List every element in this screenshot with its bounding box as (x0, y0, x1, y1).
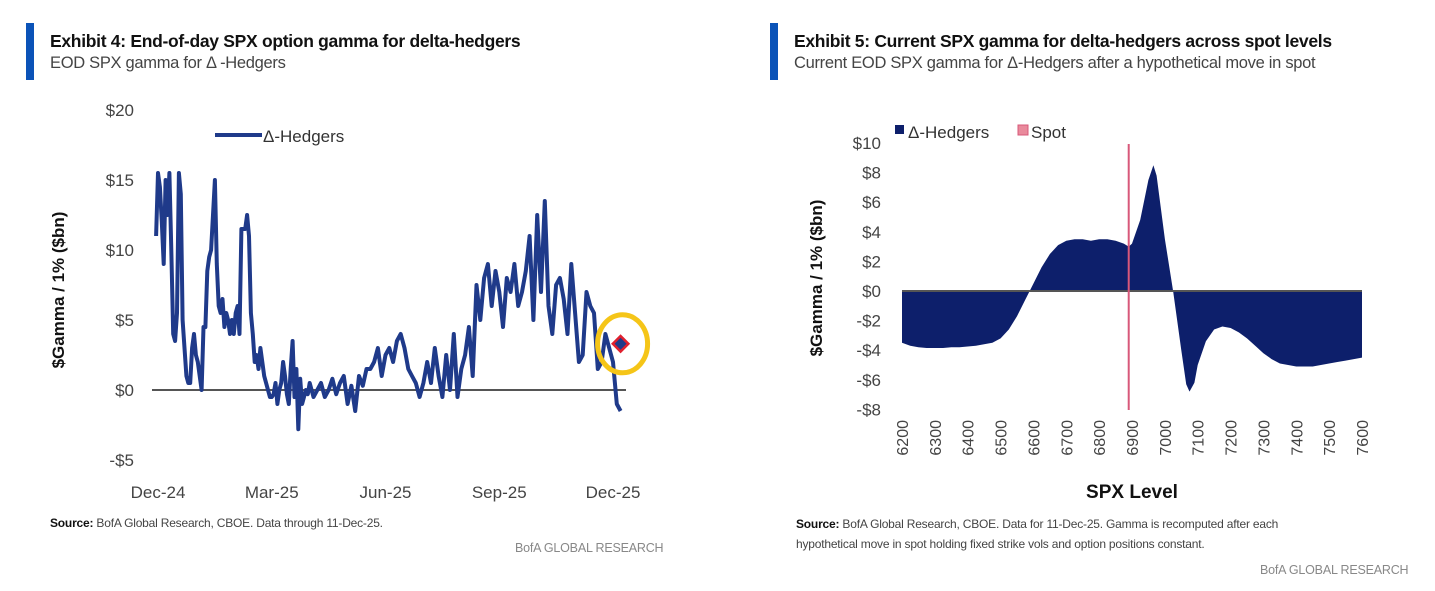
y-tick-label: -$8 (856, 400, 881, 419)
x-tick-label: 7500 (1322, 420, 1339, 456)
legend-label-delta-hedgers: Δ-Hedgers (263, 127, 344, 146)
legend-swatch-delta-hedgers (895, 125, 904, 134)
exhibit-4-title: Exhibit 4: End-of-day SPX option gamma f… (50, 31, 521, 51)
legend: Δ-Hedgers (215, 127, 344, 146)
x-tick-label: 6300 (928, 420, 945, 456)
legend-label-delta-hedgers: Δ-Hedgers (908, 123, 989, 142)
x-tick-label: 6900 (1125, 420, 1142, 456)
x-tick-label: Dec-25 (586, 483, 641, 502)
x-tick-label: 6500 (994, 420, 1011, 456)
y-tick-label: $2 (862, 252, 881, 271)
x-axis-title: SPX Level (1086, 482, 1178, 503)
x-tick-label: 6200 (895, 420, 912, 456)
y-tick-label: $4 (862, 223, 881, 242)
exhibit-5-brand: BofA GLOBAL RESEARCH (1260, 563, 1409, 577)
area-delta-hedgers (902, 165, 1362, 392)
latest-value-marker (611, 334, 631, 354)
y-tick-label: $0 (115, 381, 134, 400)
x-tick-label: 7000 (1158, 420, 1175, 456)
exhibit-4-chart: $Gamma / 1% ($bn) $20 $15 $10 $5 $0 -$5 Dec-2… (49, 101, 651, 502)
exhibit-5-title: Exhibit 5: Current SPX gamma for delta-h… (794, 31, 1332, 51)
y-tick-label: -$6 (856, 371, 881, 390)
exhibit-5-panel: Exhibit 5: Current SPX gamma for delta-h… (760, 0, 1435, 591)
x-tick-label: Sep-25 (472, 483, 527, 502)
y-tick-label: $10 (106, 241, 134, 260)
highlight-circle (595, 312, 651, 376)
source-line-2: hypothetical move in spot holding fixed … (796, 537, 1205, 551)
exhibit-4-subtitle: EOD SPX gamma for Δ -Hedgers (50, 54, 286, 72)
y-tick-label: $6 (862, 193, 881, 212)
y-tick-label: $8 (862, 164, 881, 183)
x-tick-label: 6700 (1059, 420, 1076, 456)
exhibit-4-panel: Exhibit 4: End-of-day SPX option gamma f… (0, 0, 700, 591)
y-tick-label: -$5 (109, 451, 134, 470)
title-accent-bar (770, 23, 778, 80)
x-tick-label: Mar-25 (245, 483, 299, 502)
x-tick-label: Dec-24 (131, 483, 186, 502)
exhibit-4-source: Source: BofA Global Research, CBOE. Data… (50, 513, 383, 533)
title-accent-bar (26, 23, 34, 80)
exhibit-5-source: Source: BofA Global Research, CBOE. Data… (796, 514, 1278, 554)
y-tick-label: -$2 (856, 312, 881, 331)
y-tick-label: $5 (115, 311, 134, 330)
x-tick-label: 6600 (1026, 420, 1043, 456)
exhibit-4-brand: BofA GLOBAL RESEARCH (515, 541, 664, 555)
legend-label-spot: Spot (1031, 123, 1066, 142)
y-tick-label: $20 (106, 101, 134, 120)
y-axis-title: $Gamma / 1% ($bn) (49, 212, 68, 369)
x-tick-label: 7200 (1224, 420, 1241, 456)
source-text: BofA Global Research, CBOE. Data through… (93, 516, 383, 530)
exhibit-5-subtitle: Current EOD SPX gamma for Δ-Hedgers afte… (794, 54, 1316, 72)
y-axis-title: $Gamma / 1% ($bn) (807, 200, 826, 357)
x-tick-label: Jun-25 (360, 483, 412, 502)
y-tick-label: $15 (106, 171, 134, 190)
x-tick-label: 6400 (961, 420, 978, 456)
x-tick-label: 7100 (1191, 420, 1208, 456)
x-tick-label: 7600 (1355, 420, 1372, 456)
x-tick-label: 7400 (1289, 420, 1306, 456)
exhibit-5-chart: $Gamma / 1% ($bn) $10 $8 $6 $4 $2 $0 -$2 -$4 -$6… (807, 123, 1372, 503)
legend: Δ-Hedgers Spot (895, 123, 1066, 142)
y-tick-label: -$4 (856, 341, 881, 360)
series-line-delta-hedgers (154, 171, 623, 432)
source-line-1: BofA Global Research, CBOE. Data for 11-… (839, 517, 1279, 531)
x-tick-label: 7300 (1256, 420, 1273, 456)
source-label: Source: (796, 517, 840, 531)
source-label: Source: (50, 516, 94, 530)
legend-swatch-spot (1017, 124, 1029, 136)
x-tick-label: 6800 (1092, 420, 1109, 456)
y-tick-label: $0 (862, 282, 881, 301)
y-tick-label: $10 (853, 134, 881, 153)
